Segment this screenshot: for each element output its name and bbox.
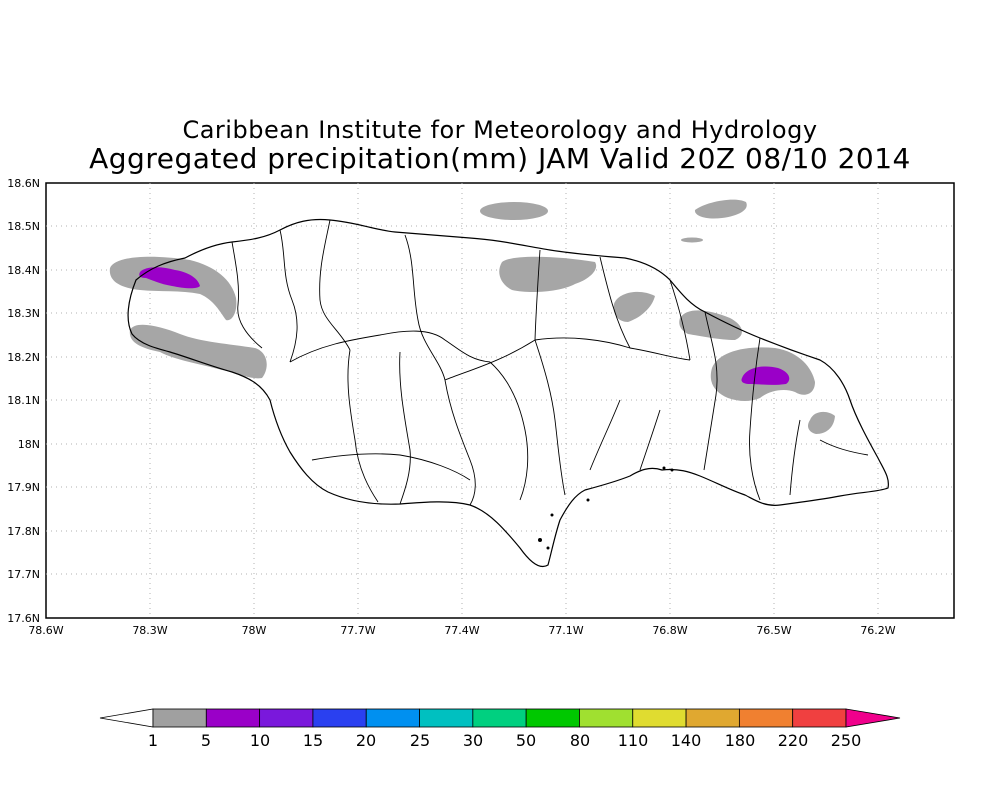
colorbar-swatch [205,708,261,728]
precip-area-west-coast [129,324,267,379]
lon-label: 77.4W [444,624,479,637]
lat-label: 18.6N [7,177,40,190]
colorbar-swatch [259,708,314,728]
precip-max-east [741,366,790,385]
precip-max-northwest [139,267,200,289]
colorbar: 1 5 10 15 20 25 30 50 80 110 140 180 220… [99,708,901,750]
parish-boundaries [231,219,869,506]
lat-label: 18.3N [7,307,40,320]
lat-label: 17.9N [7,481,40,494]
colorbar-under-arrow [99,708,154,728]
lat-label: 17.7N [7,568,40,581]
lat-label: 18N [18,438,40,451]
colorbar-label: 1 [148,731,158,750]
colorbar-label: 80 [570,731,590,750]
colorbar-swatch [419,708,474,728]
south-cays [538,466,674,550]
lon-label: 78.6W [28,624,63,637]
colorbar-swatch [738,708,794,728]
colorbar-swatch [152,708,207,728]
colorbar-over-arrow [845,708,901,728]
lat-axis: 18.6N 18.5N 18.4N 18.3N 18.2N 18.1N 18N … [7,177,40,625]
colorbar-swatch [685,708,740,728]
lon-label: 76.5W [756,624,791,637]
precip-area-offshore-northeast [694,199,747,219]
lon-label: 76.2W [860,624,895,637]
precip-area-offshore-small [681,237,703,243]
lon-label: 76.8W [652,624,687,637]
title-line-1: Caribbean Institute for Meteorology and … [182,116,818,144]
precip-area-offshore-north [480,202,548,220]
colorbar-label: 180 [725,731,756,750]
map-frame [45,182,955,619]
precip-area-northeast-coast [613,291,655,322]
precip-area-north-central-coast [499,256,597,292]
colorbar-label: 250 [831,731,862,750]
colorbar-swatch [792,708,847,728]
colorbar-label: 110 [618,731,649,750]
colorbar-swatch [472,708,527,728]
title-line-2: Aggregated precipitation(mm) JAM Valid 2… [89,142,911,175]
lon-label: 78.3W [132,624,167,637]
lat-label: 18.2N [7,351,40,364]
lat-label: 18.4N [7,264,40,277]
lon-label: 77.1W [548,624,583,637]
colorbar-label: 5 [201,731,211,750]
colorbar-swatch [632,708,687,728]
colorbar-swatch [579,708,634,728]
colorbar-swatch [365,708,420,728]
precip-area-northeast-coast-2 [679,310,742,340]
colorbar-label: 140 [671,731,702,750]
lat-label: 18.1N [7,394,40,407]
lat-label: 17.6N [7,612,40,625]
colorbar-label: 50 [516,731,536,750]
lat-label: 17.8N [7,525,40,538]
precip-area-east-small [808,411,835,434]
jamaica-coastline [127,218,889,568]
colorbar-label: 220 [778,731,809,750]
colorbar-label: 25 [410,731,430,750]
colorbar-swatch [312,708,367,728]
lon-label: 78W [242,624,267,637]
colorbar-label: 10 [250,731,270,750]
colorbar-swatch [525,708,580,728]
lon-label: 77.7W [340,624,375,637]
lon-axis: 78.6W 78.3W 78W 77.7W 77.4W 77.1W 76.8W … [28,624,895,637]
lat-label: 18.5N [7,220,40,233]
colorbar-label: 15 [303,731,323,750]
colorbar-label: 20 [356,731,376,750]
colorbar-label: 30 [463,731,483,750]
